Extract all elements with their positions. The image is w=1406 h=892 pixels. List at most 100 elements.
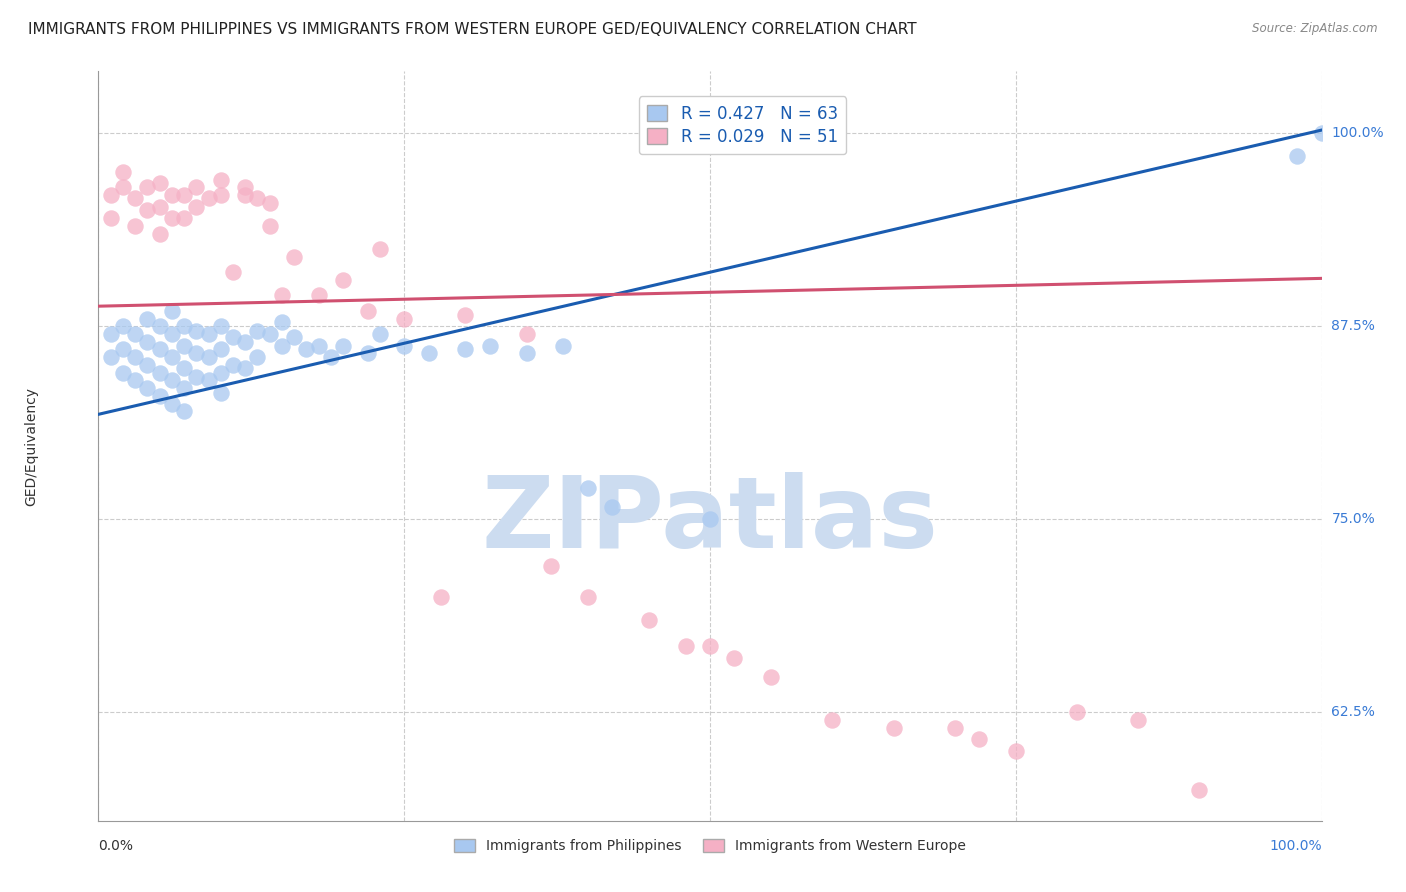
Point [186,370,208,384]
Text: 100.0%: 100.0% [1331,126,1384,140]
Point [637,613,661,627]
Text: 75.0%: 75.0% [1331,512,1375,526]
Point [160,211,183,226]
Point [173,188,195,202]
Point [222,358,245,372]
Point [761,670,783,684]
Point [136,358,159,372]
Point [600,500,623,514]
Point [283,250,305,264]
Point [454,309,477,323]
Point [392,311,416,326]
Text: IMMIGRANTS FROM PHILIPPINES VS IMMIGRANTS FROM WESTERN EUROPE GED/EQUIVALENCY CO: IMMIGRANTS FROM PHILIPPINES VS IMMIGRANT… [28,22,917,37]
Point [149,389,172,403]
Point [515,345,537,359]
Point [111,180,134,194]
Point [233,361,256,376]
Point [233,180,256,194]
Point [173,339,195,353]
Point [100,326,122,341]
Point [943,721,966,735]
Point [1066,706,1088,720]
Point [149,366,172,380]
Point [160,326,183,341]
Point [160,303,183,318]
Point [197,350,219,364]
Point [149,200,172,214]
Point [332,339,354,353]
Point [136,180,159,194]
Point [967,731,990,746]
Point [308,339,330,353]
Text: 100.0%: 100.0% [1270,839,1322,854]
Point [124,373,146,387]
Point [368,326,391,341]
Point [821,713,844,727]
Point [100,211,122,226]
Point [149,343,172,357]
Text: Source: ZipAtlas.com: Source: ZipAtlas.com [1253,22,1378,36]
Point [209,172,232,186]
Point [160,396,183,410]
Point [699,639,721,653]
Point [197,326,219,341]
Point [186,180,208,194]
Point [576,590,599,604]
Point [173,361,195,376]
Point [173,211,195,226]
Point [332,273,354,287]
Point [259,195,281,210]
Point [319,350,342,364]
Point [270,339,294,353]
Point [136,203,159,218]
Point [124,219,146,233]
Point [222,265,245,279]
Point [1128,713,1150,727]
Point [186,345,208,359]
Point [222,330,245,344]
Point [576,482,599,496]
Point [160,188,183,202]
Point [540,558,562,573]
Point [124,350,146,364]
Point [699,512,721,526]
Point [430,590,453,604]
Point [124,191,146,205]
Point [149,227,172,241]
Point [1310,126,1333,140]
Point [100,350,122,364]
Point [270,315,294,329]
Point [356,303,378,318]
Point [246,324,269,338]
Point [478,339,501,353]
Point [100,188,122,202]
Text: GED/Equivalency: GED/Equivalency [24,386,38,506]
Point [1286,149,1309,163]
Point [246,350,269,364]
Point [149,319,172,334]
Point [209,385,232,400]
Point [270,288,294,302]
Point [197,191,219,205]
Point [124,326,146,341]
Point [233,188,256,202]
Point [1188,782,1211,797]
Point [160,373,183,387]
Point [111,343,134,357]
Point [209,319,232,334]
Point [209,188,232,202]
Point [295,343,318,357]
Point [259,326,281,341]
Point [553,339,575,353]
Point [418,345,440,359]
Point [173,404,195,418]
Text: 62.5%: 62.5% [1331,706,1375,720]
Text: 87.5%: 87.5% [1331,319,1375,334]
Point [111,165,134,179]
Point [111,319,134,334]
Text: ZIPatlas: ZIPatlas [482,473,938,569]
Point [209,343,232,357]
Point [111,366,134,380]
Point [308,288,330,302]
Point [186,200,208,214]
